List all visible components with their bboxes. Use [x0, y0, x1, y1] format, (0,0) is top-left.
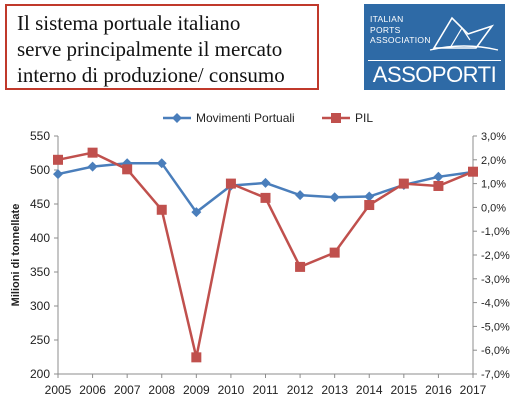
logo-brand: ASSOPORTI: [372, 62, 497, 87]
y-right-tick-label: 3,0%: [481, 131, 506, 143]
title-box: Il sistema portuale italiano serve princ…: [5, 4, 319, 90]
x-tick-label: 2007: [114, 383, 141, 397]
x-tick-label: 2010: [218, 383, 245, 397]
y-right-tick-label: -3,0%: [481, 274, 510, 286]
movimenti-point: [329, 192, 340, 203]
y-left-tick-label: 350: [30, 265, 50, 279]
x-tick-label: 2006: [79, 383, 106, 397]
x-tick-label: 2015: [390, 383, 417, 397]
logo-org-line-1: ITALIAN: [370, 14, 404, 24]
movimenti-point: [191, 207, 202, 218]
y-right-tick-label: 1,0%: [481, 179, 506, 191]
assoporti-logo: ITALIAN PORTS ASSOCIATION ASSOPORTI: [364, 4, 505, 90]
legend-label-pil: PIL: [355, 111, 373, 125]
title-line-3: interno di produzione/ consumo: [17, 63, 285, 87]
legend-marker-pil: [331, 113, 341, 123]
y-right-tick-label: 2,0%: [481, 155, 506, 167]
logo-org-name: ITALIAN PORTS ASSOCIATION: [370, 14, 431, 46]
movimenti-point: [364, 191, 375, 202]
x-tick-label: 2005: [45, 383, 72, 397]
y-right-tick-label: -5,0%: [481, 321, 510, 333]
x-tick-label: 2011: [253, 383, 279, 397]
pil-point: [225, 178, 236, 189]
pil-point: [329, 247, 340, 258]
y-right-tick-label: -1,0%: [481, 226, 510, 238]
x-tick-label: 2013: [321, 383, 348, 397]
pil-point: [53, 154, 63, 165]
y-left-tick-label: 200: [30, 367, 50, 381]
x-tick-label: 2014: [356, 383, 383, 397]
x-tick-label: 2016: [425, 383, 452, 397]
logo-org-line-3: ASSOCIATION: [370, 35, 431, 45]
pil-point: [398, 178, 409, 189]
movimenti-point: [156, 158, 167, 169]
pil-point: [364, 200, 375, 211]
y-right-tick-label: 0,0%: [481, 202, 506, 214]
movimenti-point: [87, 161, 98, 172]
y-left-tick-label: 450: [30, 197, 50, 211]
x-tick-label: 2017: [460, 383, 487, 397]
y-left-tick-label: 550: [30, 129, 50, 143]
x-tick-label: 2012: [287, 383, 314, 397]
y-left-tick-label: 500: [30, 163, 50, 177]
pil-point: [156, 204, 167, 215]
pil-point: [433, 180, 444, 191]
logo-divider: [368, 60, 501, 61]
ship-icon: [429, 16, 499, 51]
y-left-tick-label: 300: [30, 299, 50, 313]
pil-point: [122, 164, 133, 175]
title-line-2: serve principalmente il mercato: [17, 37, 283, 61]
y-left-tick-label: 400: [30, 231, 50, 245]
pil-point: [87, 147, 98, 158]
pil-point: [260, 192, 271, 203]
y-right-tick-label: -4,0%: [481, 298, 510, 310]
x-tick-label: 2008: [148, 383, 175, 397]
movimenti-point: [260, 177, 271, 188]
y-right-tick-label: -2,0%: [481, 250, 510, 262]
logo-org-line-2: PORTS: [370, 24, 401, 35]
y-axis-label: Milioni di tonnellate: [10, 204, 22, 307]
x-tick-label: 2009: [183, 383, 210, 397]
y-right-tick-label: -7,0%: [481, 369, 510, 381]
pil-point: [295, 261, 306, 272]
y-left-tick-label: 250: [30, 333, 50, 347]
movimenti-point: [433, 171, 444, 182]
y-right-tick-label: -6,0%: [481, 345, 510, 357]
movimenti-point: [53, 169, 63, 180]
movimenti-point: [295, 190, 306, 201]
legend-label-movimenti: Movimenti Portuali: [196, 111, 295, 125]
pil-point: [468, 166, 478, 177]
pil-point: [191, 352, 202, 363]
legend-marker-movimenti: [172, 113, 182, 123]
title-line-1: Il sistema portuale italiano: [17, 11, 241, 35]
